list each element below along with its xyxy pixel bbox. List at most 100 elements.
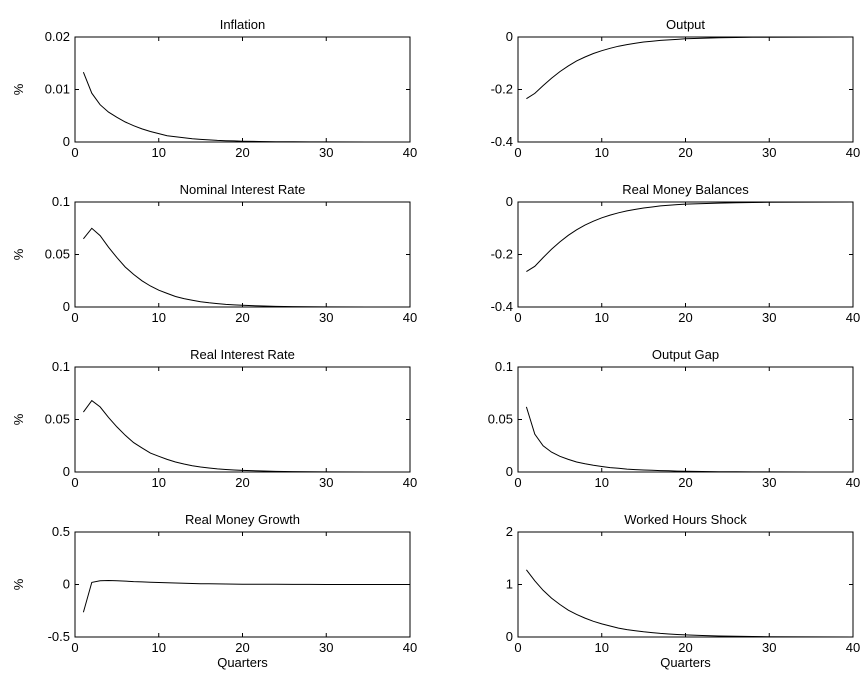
x-tick-label: 20 — [235, 475, 249, 490]
subplot-title: Real Money Growth — [185, 512, 300, 527]
x-tick-label: 40 — [403, 145, 417, 160]
x-tick-label: 30 — [762, 640, 776, 655]
subplot-8: Worked Hours Shock 0 10 20 30 40 0 1 2 Quarters — [506, 512, 860, 670]
x-tick-label: 0 — [514, 640, 521, 655]
subplot-title: Nominal Interest Rate — [180, 182, 306, 197]
x-tick-label: 0 — [514, 475, 521, 490]
subplot-2: Output 0 10 20 30 40 -0.4 -0.2 0 — [491, 17, 861, 160]
y-tick-label: 0.05 — [488, 412, 513, 427]
plot-frame — [517, 36, 854, 143]
x-axis-label: Quarters — [217, 655, 268, 670]
x-axis-label: Quarters — [660, 655, 711, 670]
x-tick-label: 40 — [846, 475, 860, 490]
y-tick-label: 0.1 — [52, 194, 70, 209]
subplot-title: Output Gap — [652, 347, 719, 362]
x-tick-label: 10 — [595, 310, 609, 325]
plot-frame — [517, 531, 854, 638]
x-tick-label: 30 — [762, 310, 776, 325]
series-line — [83, 227, 410, 308]
subplot-title: Inflation — [220, 17, 266, 32]
x-tick-label: 30 — [319, 640, 333, 655]
y-tick-label: 1 — [506, 577, 513, 592]
x-tick-label: 20 — [678, 145, 692, 160]
subplot-title: Output — [666, 17, 705, 32]
subplot-6: Output Gap 0 10 20 30 40 0 0.05 0.1 — [488, 347, 861, 490]
x-tick-label: 10 — [595, 640, 609, 655]
x-tick-label: 10 — [152, 145, 166, 160]
series-line — [82, 399, 410, 473]
y-tick-label: -0.2 — [491, 82, 513, 97]
x-tick-label: 20 — [235, 145, 249, 160]
x-tick-label: 20 — [235, 310, 249, 325]
series-line — [526, 201, 854, 273]
y-tick-label: 0.01 — [45, 82, 70, 97]
x-tick-label: 0 — [71, 310, 78, 325]
x-tick-label: 0 — [514, 310, 521, 325]
x-tick-label: 20 — [678, 475, 692, 490]
series-line — [526, 569, 854, 638]
x-tick-label: 40 — [403, 640, 417, 655]
x-tick-label: 10 — [595, 475, 609, 490]
series-line — [82, 579, 410, 613]
x-tick-label: 0 — [71, 640, 78, 655]
y-tick-label: 0 — [63, 577, 70, 592]
y-tick-label: 0 — [63, 464, 70, 479]
x-tick-label: 40 — [403, 310, 417, 325]
y-tick-label: 0 — [63, 134, 70, 149]
y-tick-label: 0 — [506, 194, 513, 209]
y-tick-label: -0.5 — [48, 629, 70, 644]
x-tick-label: 30 — [319, 145, 333, 160]
series-line — [526, 36, 854, 100]
x-tick-label: 30 — [762, 475, 776, 490]
y-axis-label: % — [11, 248, 26, 260]
y-tick-label: 0.1 — [52, 359, 70, 374]
x-tick-label: 40 — [846, 310, 860, 325]
y-tick-label: 0.5 — [52, 524, 70, 539]
x-tick-label: 10 — [152, 475, 166, 490]
x-tick-label: 0 — [514, 145, 521, 160]
x-tick-label: 30 — [762, 145, 776, 160]
plot-frame — [517, 366, 854, 473]
x-tick-label: 10 — [595, 145, 609, 160]
subplot-3: Nominal Interest Rate 0 10 20 30 40 0 0.05 0.1% — [11, 182, 417, 325]
plot-frame — [74, 36, 411, 143]
plot-frame — [74, 366, 411, 473]
x-tick-label: 40 — [403, 475, 417, 490]
y-tick-label: 0 — [63, 299, 70, 314]
subplot-5: Real Interest Rate 0 10 20 30 40 0 0.05 0.1% — [11, 347, 417, 490]
x-tick-label: 20 — [678, 640, 692, 655]
y-tick-label: 0.02 — [45, 29, 70, 44]
x-tick-label: 40 — [846, 640, 860, 655]
y-tick-label: 0 — [506, 629, 513, 644]
subplot-title: Real Money Balances — [622, 182, 749, 197]
y-tick-label: 0 — [506, 464, 513, 479]
y-axis-label: % — [11, 413, 26, 425]
x-tick-label: 10 — [152, 310, 166, 325]
y-tick-label: 0.1 — [495, 359, 513, 374]
y-axis-label: % — [11, 578, 26, 590]
y-axis-label: % — [11, 83, 26, 95]
y-tick-label: -0.4 — [491, 299, 513, 314]
x-tick-label: 0 — [71, 145, 78, 160]
y-tick-label: -0.2 — [491, 247, 513, 262]
subplot-1: Inflation 0 10 20 30 40 0 0.01 0.02% — [11, 17, 417, 160]
subplot-title: Real Interest Rate — [190, 347, 295, 362]
y-tick-label: 0.05 — [45, 247, 70, 262]
x-tick-label: 40 — [846, 145, 860, 160]
x-tick-label: 30 — [319, 310, 333, 325]
plot-frame — [74, 201, 411, 308]
series-line — [525, 406, 853, 473]
plot-frame — [517, 201, 854, 308]
subplot-title: Worked Hours Shock — [624, 512, 747, 527]
series-line — [82, 72, 410, 143]
y-tick-label: 0.05 — [45, 412, 70, 427]
x-tick-label: 20 — [678, 310, 692, 325]
y-tick-label: 2 — [506, 524, 513, 539]
x-tick-label: 30 — [319, 475, 333, 490]
x-tick-label: 10 — [152, 640, 166, 655]
x-tick-label: 0 — [71, 475, 78, 490]
subplot-4: Real Money Balances 0 10 20 30 40 -0.4 -0.2 0 — [491, 182, 861, 325]
x-tick-label: 20 — [235, 640, 249, 655]
